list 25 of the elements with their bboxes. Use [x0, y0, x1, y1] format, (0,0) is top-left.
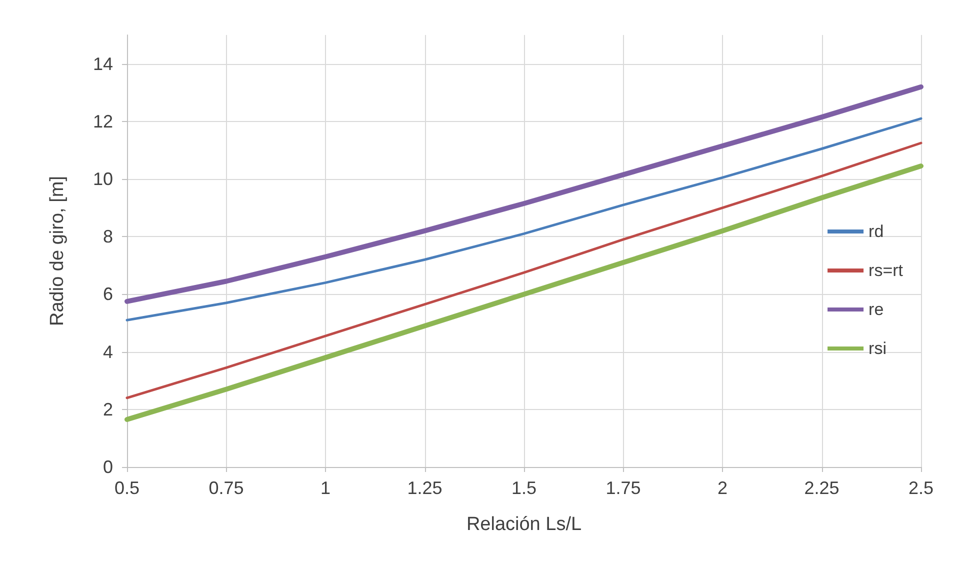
x-axis-title: Relación Ls/L: [466, 514, 582, 535]
y-tick-label: 14: [92, 54, 113, 74]
y-tick-label: 8: [102, 226, 113, 247]
legend-label: rsi: [868, 339, 886, 358]
y-tick-label: 12: [92, 111, 113, 132]
line-series: [126, 142, 922, 400]
x-tick-label: 0.75: [208, 478, 244, 498]
y-tick-label: 10: [92, 169, 113, 189]
y-axis-title: Radio de giro, [m]: [47, 176, 68, 326]
y-tick-label: 0: [102, 457, 113, 477]
x-tick-label: 1: [320, 478, 331, 498]
legend-label: rs=rt: [868, 261, 904, 280]
legend-label: re: [868, 300, 884, 319]
y-tick-label: 6: [102, 284, 113, 304]
x-tick-label: 1.5: [511, 478, 537, 498]
y-tick-label: 4: [102, 342, 113, 362]
line-series: [126, 117, 922, 322]
legend-label: rd: [868, 222, 884, 241]
x-tick-label: 2.5: [908, 478, 934, 498]
x-tick-label: 2.25: [804, 478, 840, 498]
y-tick-label: 2: [102, 399, 113, 420]
x-tick-label: 2: [717, 478, 728, 498]
x-tick-label: 0.5: [114, 478, 140, 498]
x-tick-label: 1.75: [606, 478, 641, 498]
x-tick-label: 1.25: [407, 478, 442, 498]
